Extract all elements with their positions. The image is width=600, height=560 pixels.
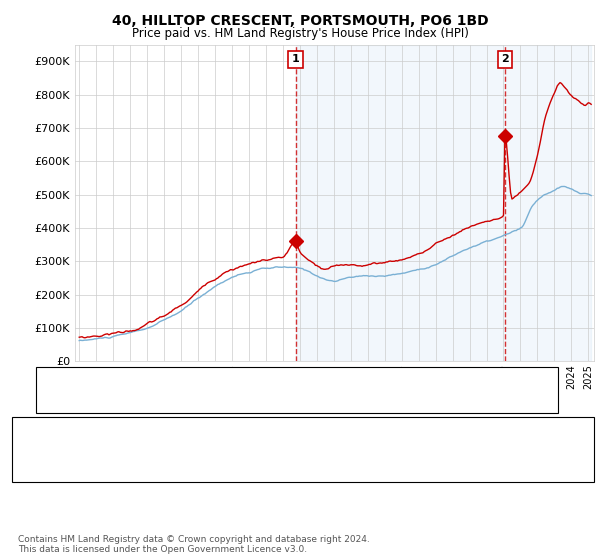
Bar [296, 45, 591, 361]
Text: ——: —— [48, 391, 76, 404]
Text: 19% ↑ HPI: 19% ↑ HPI [408, 426, 467, 436]
Text: 1: 1 [292, 54, 299, 64]
Text: ——: —— [48, 372, 76, 386]
Text: 40, HILLTOP CRESCENT, PORTSMOUTH, PO6 1BD: 40, HILLTOP CRESCENT, PORTSMOUTH, PO6 1B… [112, 14, 488, 28]
Text: 1: 1 [24, 426, 32, 436]
Text: 08-DEC-2020: 08-DEC-2020 [120, 453, 194, 463]
Text: Price paid vs. HM Land Registry's House Price Index (HPI): Price paid vs. HM Land Registry's House … [131, 27, 469, 40]
Text: £675,000: £675,000 [276, 453, 329, 463]
Text: 2: 2 [24, 453, 32, 463]
Text: 40, HILLTOP CRESCENT, PORTSMOUTH, PO6 1BD (detached house): 40, HILLTOP CRESCENT, PORTSMOUTH, PO6 1B… [75, 374, 422, 384]
Text: HPI: Average price, detached house, Portsmouth: HPI: Average price, detached house, Port… [75, 393, 328, 403]
Text: 05-OCT-2007: 05-OCT-2007 [120, 426, 193, 436]
Text: Contains HM Land Registry data © Crown copyright and database right 2024.
This d: Contains HM Land Registry data © Crown c… [18, 535, 370, 554]
Text: £360,000: £360,000 [276, 426, 329, 436]
Text: 2: 2 [501, 54, 509, 64]
Text: 50% ↑ HPI: 50% ↑ HPI [408, 453, 467, 463]
